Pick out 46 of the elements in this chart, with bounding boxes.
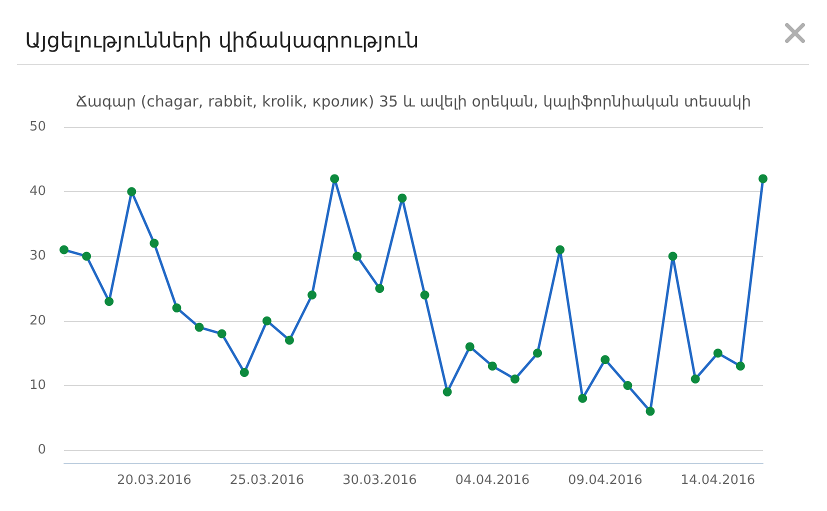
x-tick-label: 30.03.2016 bbox=[342, 473, 417, 488]
point bbox=[194, 322, 204, 332]
point bbox=[375, 284, 384, 294]
point bbox=[104, 296, 114, 306]
point bbox=[60, 245, 68, 254]
y-tick-label: 20 bbox=[29, 313, 46, 328]
y-tick-label: 50 bbox=[29, 120, 46, 134]
y-tick-label: 30 bbox=[29, 248, 46, 264]
point bbox=[284, 336, 294, 345]
point bbox=[690, 374, 700, 384]
point bbox=[556, 245, 565, 254]
chart-title: Այցելությունների վիճակագրություն bbox=[25, 28, 419, 52]
point bbox=[240, 368, 249, 378]
point bbox=[172, 303, 182, 312]
point bbox=[262, 316, 272, 326]
point bbox=[758, 174, 768, 184]
point bbox=[217, 329, 226, 338]
point bbox=[420, 290, 430, 300]
y-tick-label: 10 bbox=[29, 378, 46, 393]
point bbox=[668, 252, 678, 261]
y-tick-label: 0 bbox=[38, 442, 46, 458]
point bbox=[533, 348, 542, 358]
point bbox=[646, 406, 655, 416]
x-tick-label: 14.04.2016 bbox=[680, 473, 756, 488]
point bbox=[352, 252, 362, 261]
chart-subtitle: Ճագար (chagar, rabbit, krolik, кролик) 35 և ավելի օրեկան, կալիֆորնիական տեսակի bbox=[76, 92, 752, 110]
point bbox=[736, 362, 745, 371]
point bbox=[713, 348, 722, 358]
point bbox=[308, 290, 317, 300]
x-tick-label: 25.03.2016 bbox=[230, 473, 304, 488]
point bbox=[150, 238, 159, 248]
point bbox=[488, 362, 497, 371]
x-tick-label: 04.04.2016 bbox=[455, 473, 530, 488]
point bbox=[442, 387, 452, 396]
point bbox=[578, 394, 588, 403]
point bbox=[600, 355, 610, 364]
point bbox=[623, 380, 632, 390]
point bbox=[330, 174, 340, 184]
x-tick-label: 09.04.2016 bbox=[568, 473, 642, 488]
point bbox=[510, 374, 520, 384]
x-tick-label: 20.03.2016 bbox=[116, 473, 192, 488]
point bbox=[127, 187, 136, 196]
point bbox=[465, 342, 474, 352]
point bbox=[82, 252, 92, 261]
y-tick-label: 40 bbox=[29, 184, 46, 200]
point bbox=[398, 194, 407, 203]
